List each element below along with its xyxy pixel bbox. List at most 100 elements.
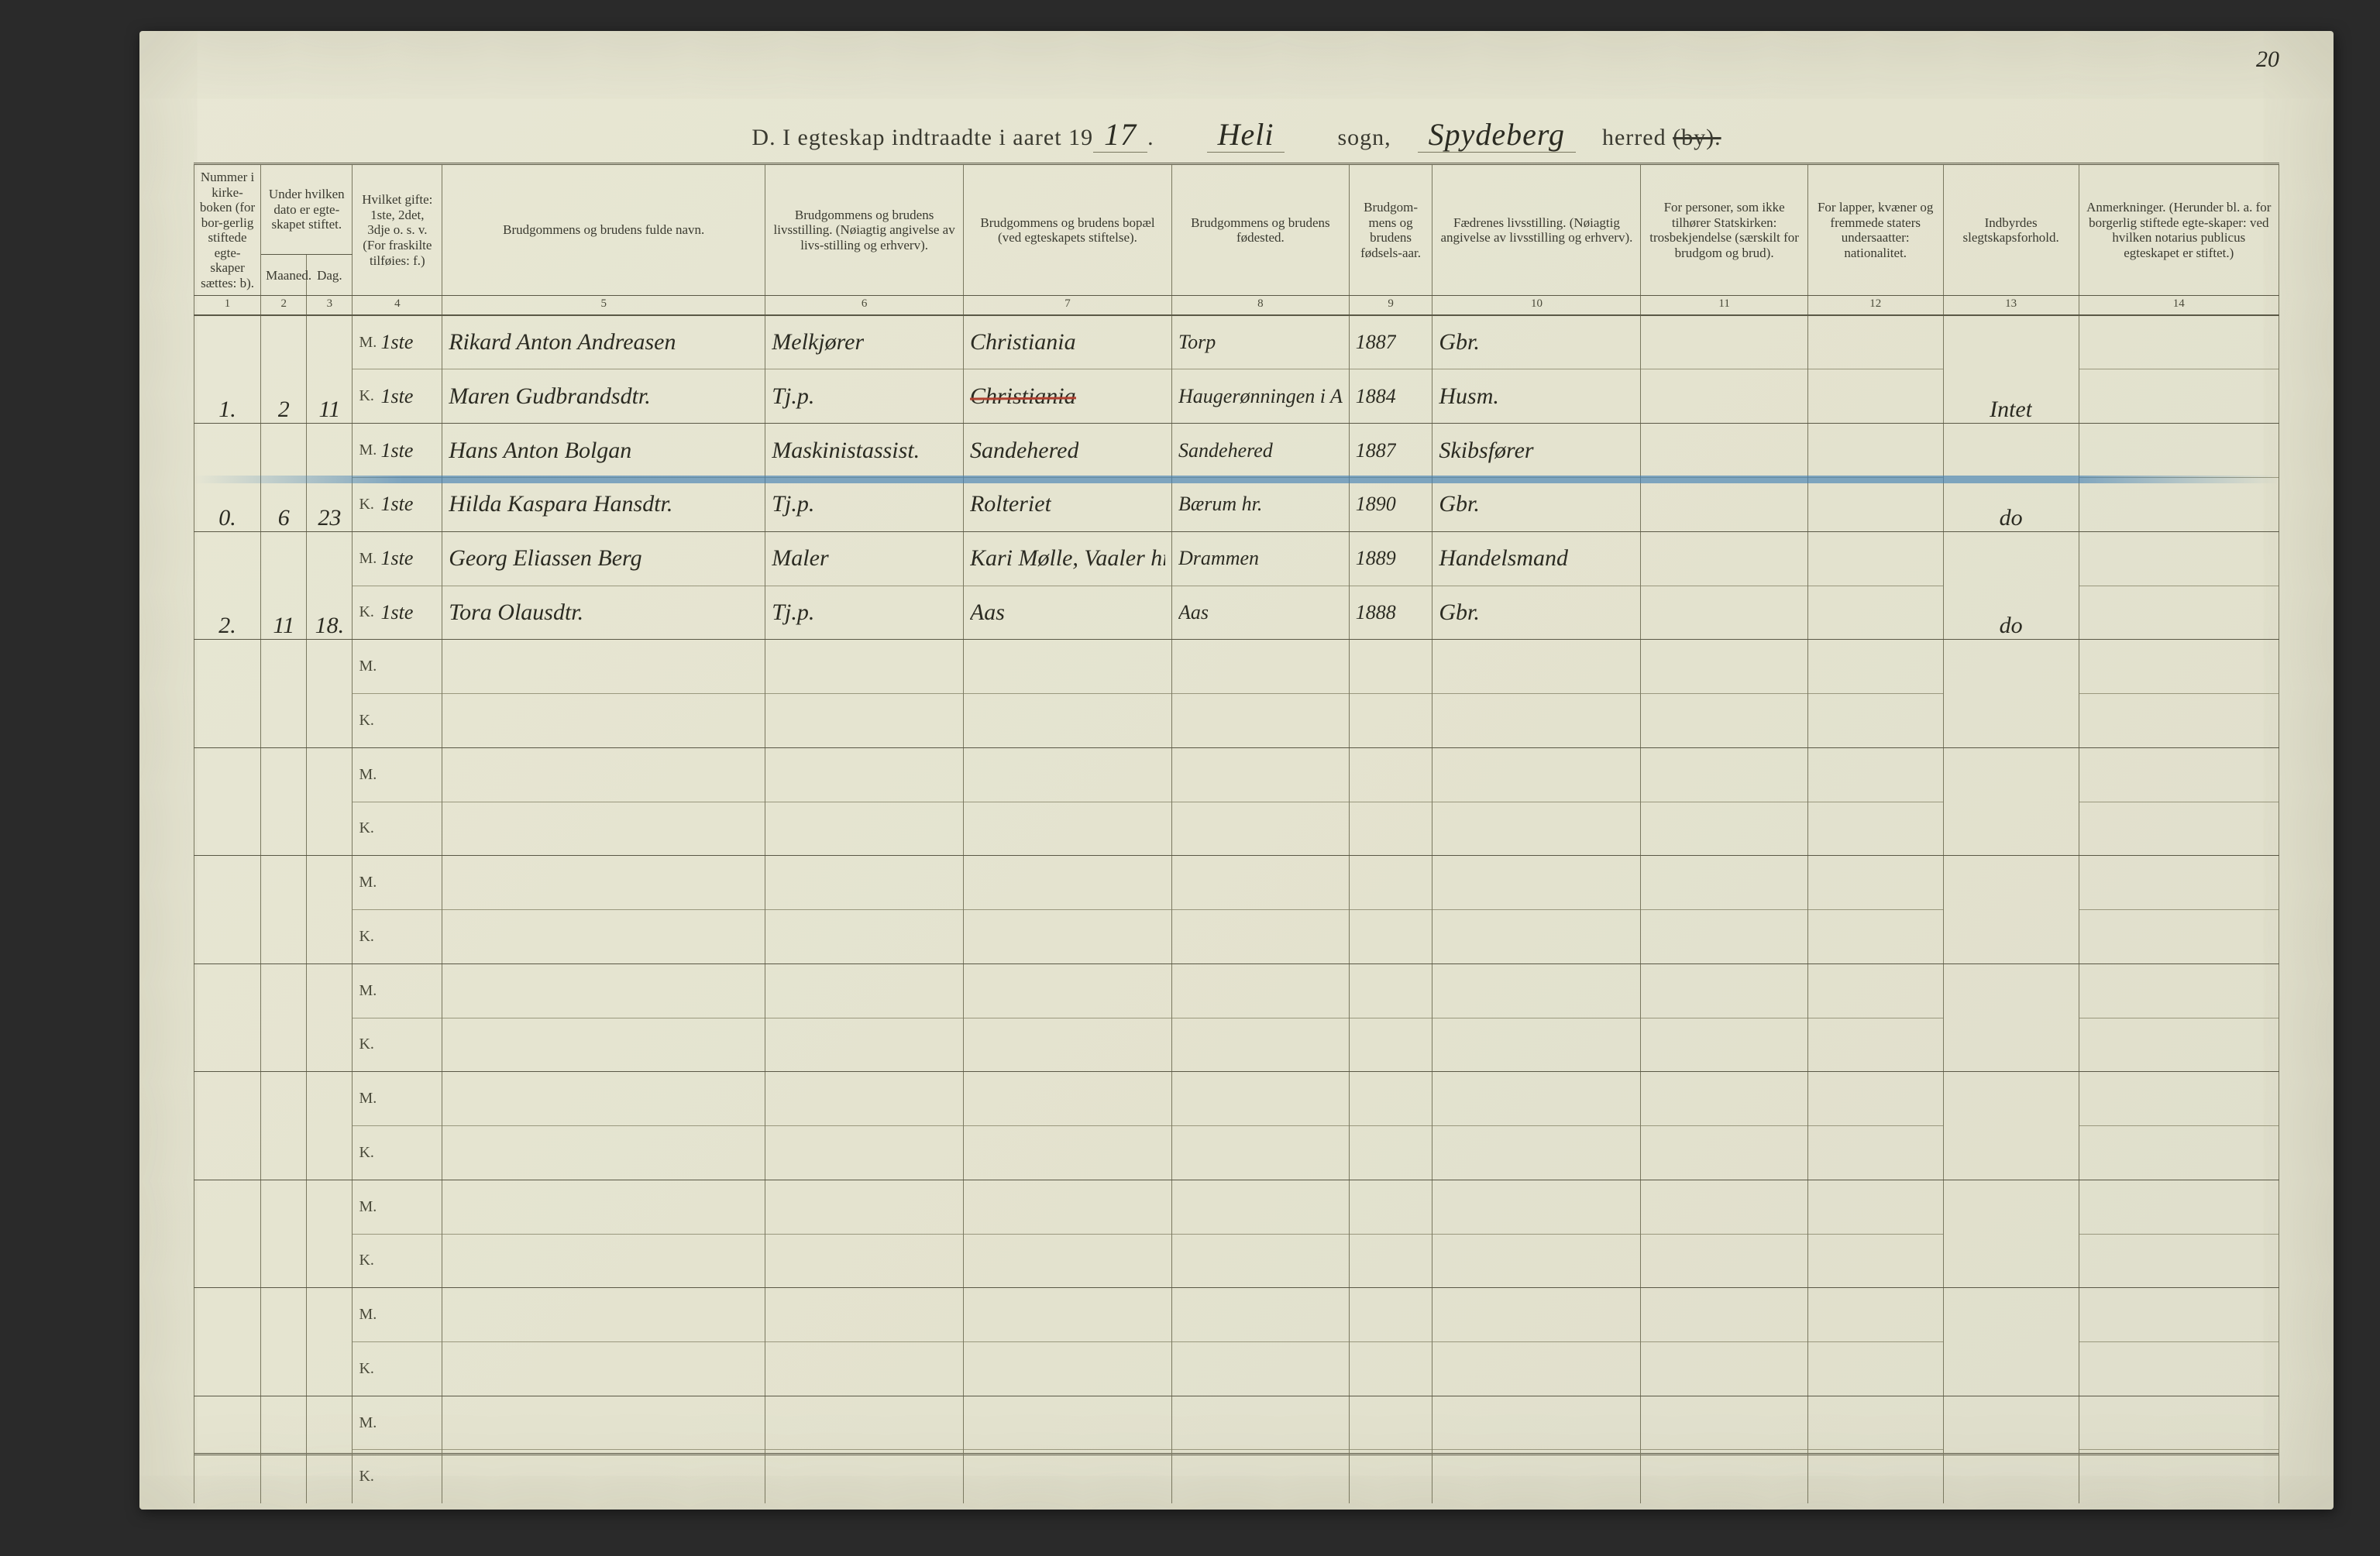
table-cell <box>1172 1180 1350 1288</box>
cell-value: 1. <box>218 397 236 423</box>
table-cell: M.1steK.1ste <box>353 315 442 424</box>
table-cell: M.K. <box>353 640 442 748</box>
table-cell <box>442 1288 765 1396</box>
table-cell <box>1943 640 2079 748</box>
table-cell <box>963 1396 1171 1503</box>
table-cell <box>1349 1288 1432 1396</box>
table-cell <box>963 1072 1171 1180</box>
colnum-6: 6 <box>765 296 964 315</box>
table-cell <box>194 640 261 748</box>
mk-label-m: M. <box>359 334 380 352</box>
table-cell: Rikard Anton AndreasenMaren Gudbrandsdtr… <box>442 315 765 424</box>
cell-value: 2 <box>278 397 290 423</box>
mk-label-k: K. <box>359 387 380 405</box>
table-cell <box>307 640 353 748</box>
title-herred-value: Spydeberg <box>1418 117 1576 153</box>
table-cell <box>261 963 307 1072</box>
colnum-9: 9 <box>1349 296 1432 315</box>
cell-value: 2. <box>218 613 236 639</box>
col-header-12: For lapper, kvæner og fremmede staters u… <box>1807 165 1943 296</box>
cell-value: 1ste <box>380 547 413 570</box>
table-cell <box>963 963 1171 1072</box>
col-header-10: Fædrenes livsstilling. (Nøiagtig angivel… <box>1432 165 1641 296</box>
cell-value: Torp <box>1178 331 1216 354</box>
title-sogn-label: sogn, <box>1337 125 1391 150</box>
cell-value: Bærum hr. <box>1178 493 1262 516</box>
table-cell: 1. <box>194 315 261 424</box>
page-number: 20 <box>2256 46 2279 73</box>
table-row: 0.623M.1steK.1steHans Anton BolganHilda … <box>194 424 2279 532</box>
table-cell <box>2079 856 2279 964</box>
table-cell <box>261 1396 307 1503</box>
table-cell <box>261 1288 307 1396</box>
colnum-12: 12 <box>1807 296 1943 315</box>
table-cell <box>963 747 1171 856</box>
table-cell: M. K. <box>353 1288 442 1396</box>
colnum-14: 14 <box>2079 296 2279 315</box>
colnum-1: 1 <box>194 296 261 315</box>
table-cell <box>194 747 261 856</box>
table-cell <box>765 640 964 748</box>
cell-value: Intet <box>1990 397 2032 423</box>
table-cell <box>442 963 765 1072</box>
table-row: M.K. <box>194 856 2279 964</box>
cell-value: Tj.p. <box>772 383 814 410</box>
table-cell: M.K. <box>353 856 442 964</box>
table-cell <box>1349 856 1432 964</box>
mk-label-k: K. <box>359 1468 380 1486</box>
table-cell: Georg Eliassen BergTora Olausdtr. <box>442 531 765 640</box>
cell-value: 1887 <box>1356 439 1396 462</box>
table-cell <box>261 640 307 748</box>
table-cell <box>1172 1288 1350 1396</box>
table-cell <box>765 1180 964 1288</box>
table-cell <box>1172 1072 1350 1180</box>
cell-value: Hilda Kaspara Hansdtr. <box>449 491 672 517</box>
table-cell <box>1807 424 1943 532</box>
table-cell <box>2079 531 2279 640</box>
table-cell <box>1807 315 1943 424</box>
table-cell: 11 <box>307 315 353 424</box>
table-cell: M.K. <box>353 963 442 1072</box>
table-cell <box>1172 747 1350 856</box>
cell-value: Melkjører <box>772 329 864 356</box>
table-cell <box>1943 963 2079 1072</box>
col-header-11: For personer, som ikke tilhører Statskir… <box>1641 165 1807 296</box>
table-cell <box>1432 1180 1641 1288</box>
table-cell <box>1349 640 1432 748</box>
mk-label-m: M. <box>359 1306 380 1324</box>
table-cell <box>1432 747 1641 856</box>
table-cell: M.1steK.1ste <box>353 424 442 532</box>
table-cell <box>1641 1396 1807 1503</box>
table-cell: M.K. <box>353 1180 442 1288</box>
mk-label-k: K. <box>359 1360 380 1378</box>
cell-value: Tj.p. <box>772 599 814 626</box>
cell-value: Hans Anton Bolgan <box>449 438 631 464</box>
table-cell <box>1807 1396 1943 1503</box>
table-cell <box>1432 856 1641 964</box>
colnum-5: 5 <box>442 296 765 315</box>
table-cell <box>963 640 1171 748</box>
table-cell <box>1349 1396 1432 1503</box>
table-cell: do <box>1943 424 2079 532</box>
colnum-10: 10 <box>1432 296 1641 315</box>
cell-value: Aas <box>970 599 1005 626</box>
table-cell <box>1807 640 1943 748</box>
table-cell <box>765 1072 964 1180</box>
table-cell <box>765 1396 964 1503</box>
table-cell <box>765 747 964 856</box>
table-row: 1.211M.1steK.1steRikard Anton AndreasenM… <box>194 315 2279 424</box>
cell-value: Gbr. <box>1439 491 1480 517</box>
cell-value: Christiania <box>970 329 1076 356</box>
table-cell <box>1807 747 1943 856</box>
table-cell <box>1807 1288 1943 1396</box>
cell-value: Rikard Anton Andreasen <box>449 329 676 356</box>
table-cell <box>442 1180 765 1288</box>
mk-label-k: K. <box>359 712 380 730</box>
table-cell <box>194 1180 261 1288</box>
table-cell <box>442 747 765 856</box>
table-cell <box>1172 963 1350 1072</box>
table-cell <box>2079 1072 2279 1180</box>
cell-value: Christiania <box>970 383 1076 410</box>
table-cell: do <box>1943 531 2079 640</box>
cell-value: 1890 <box>1356 493 1396 516</box>
